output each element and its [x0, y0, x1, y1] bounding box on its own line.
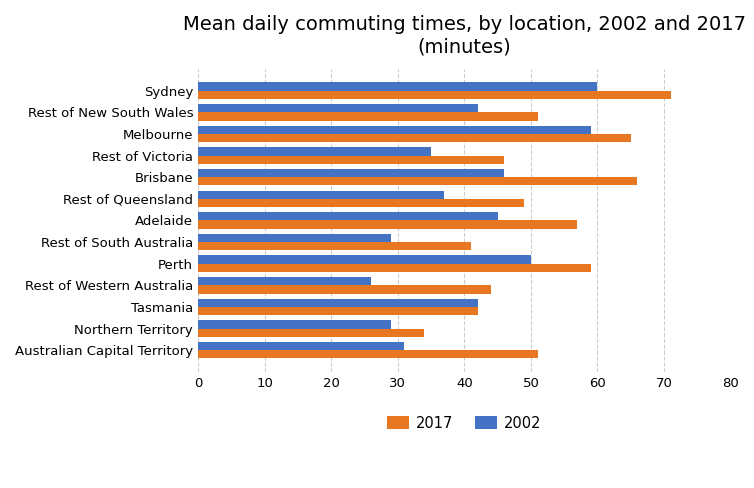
- Bar: [198, 307, 477, 315]
- Bar: [198, 299, 477, 307]
- Bar: [198, 156, 504, 164]
- Title: Mean daily commuting times, by location, 2002 and 2017
(minutes): Mean daily commuting times, by location,…: [182, 15, 746, 56]
- Bar: [198, 328, 425, 337]
- Bar: [198, 285, 491, 293]
- Bar: [198, 199, 524, 207]
- Bar: [198, 82, 597, 91]
- Bar: [198, 320, 391, 328]
- Bar: [198, 104, 477, 112]
- Bar: [198, 177, 637, 185]
- Bar: [198, 350, 538, 358]
- Bar: [198, 134, 631, 142]
- Bar: [198, 91, 671, 99]
- Bar: [198, 234, 391, 242]
- Bar: [198, 126, 591, 134]
- Bar: [198, 147, 431, 156]
- Bar: [198, 112, 538, 121]
- Bar: [198, 255, 531, 264]
- Legend: 2017, 2002: 2017, 2002: [381, 410, 547, 436]
- Bar: [198, 242, 471, 250]
- Bar: [198, 277, 371, 285]
- Bar: [198, 169, 504, 177]
- Bar: [198, 212, 498, 221]
- Bar: [198, 191, 444, 199]
- Bar: [198, 342, 404, 350]
- Bar: [198, 264, 591, 272]
- Bar: [198, 221, 578, 229]
